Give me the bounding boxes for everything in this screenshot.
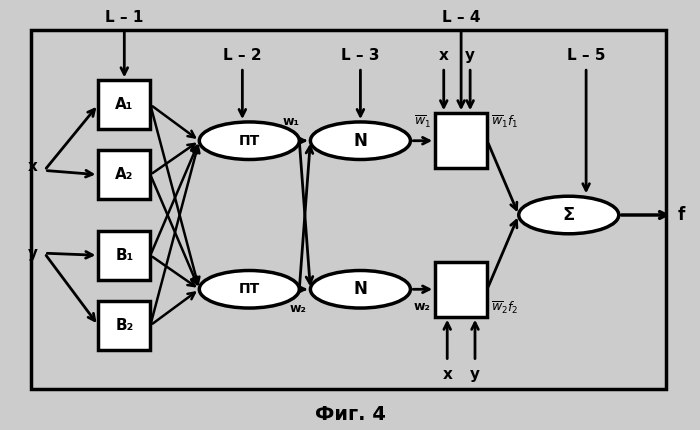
Text: L – 1: L – 1 xyxy=(105,10,144,25)
Bar xyxy=(98,80,150,129)
Text: N: N xyxy=(354,280,368,298)
Text: x: x xyxy=(28,159,38,174)
Text: f: f xyxy=(678,206,685,224)
Ellipse shape xyxy=(199,270,300,308)
Text: x: x xyxy=(439,48,449,63)
Ellipse shape xyxy=(310,122,410,160)
Text: B₁: B₁ xyxy=(116,248,134,263)
Text: A₁: A₁ xyxy=(115,97,134,112)
Ellipse shape xyxy=(310,270,410,308)
Ellipse shape xyxy=(199,122,300,160)
Text: y: y xyxy=(470,367,480,382)
Text: y: y xyxy=(465,48,475,63)
Text: y: y xyxy=(27,246,38,261)
Text: L – 3: L – 3 xyxy=(341,48,379,63)
Text: ΠΤ: ΠΤ xyxy=(239,134,260,148)
Text: ΠΤ: ΠΤ xyxy=(239,282,260,296)
Text: w₂: w₂ xyxy=(414,300,430,313)
Text: w₁: w₁ xyxy=(283,115,300,128)
Text: $\overline{w}_1 f_1$: $\overline{w}_1 f_1$ xyxy=(491,114,518,130)
Text: A₂: A₂ xyxy=(115,167,134,182)
Bar xyxy=(435,113,487,168)
Bar xyxy=(98,150,150,199)
Text: L – 4: L – 4 xyxy=(442,10,480,25)
Bar xyxy=(435,262,487,317)
Text: $\overline{w}_1$: $\overline{w}_1$ xyxy=(414,114,431,130)
Text: Фиг. 4: Фиг. 4 xyxy=(314,405,386,424)
Text: N: N xyxy=(354,132,368,150)
Bar xyxy=(98,231,150,280)
Text: Σ: Σ xyxy=(563,206,575,224)
Bar xyxy=(31,31,666,389)
Ellipse shape xyxy=(519,196,619,234)
Text: B₂: B₂ xyxy=(116,318,134,333)
Bar xyxy=(98,301,150,350)
Text: x: x xyxy=(442,367,452,382)
Text: L – 5: L – 5 xyxy=(567,48,606,63)
Text: $\overline{w}_2 f_2$: $\overline{w}_2 f_2$ xyxy=(491,300,518,316)
Text: w₂: w₂ xyxy=(290,302,307,315)
Text: L – 2: L – 2 xyxy=(223,48,262,63)
